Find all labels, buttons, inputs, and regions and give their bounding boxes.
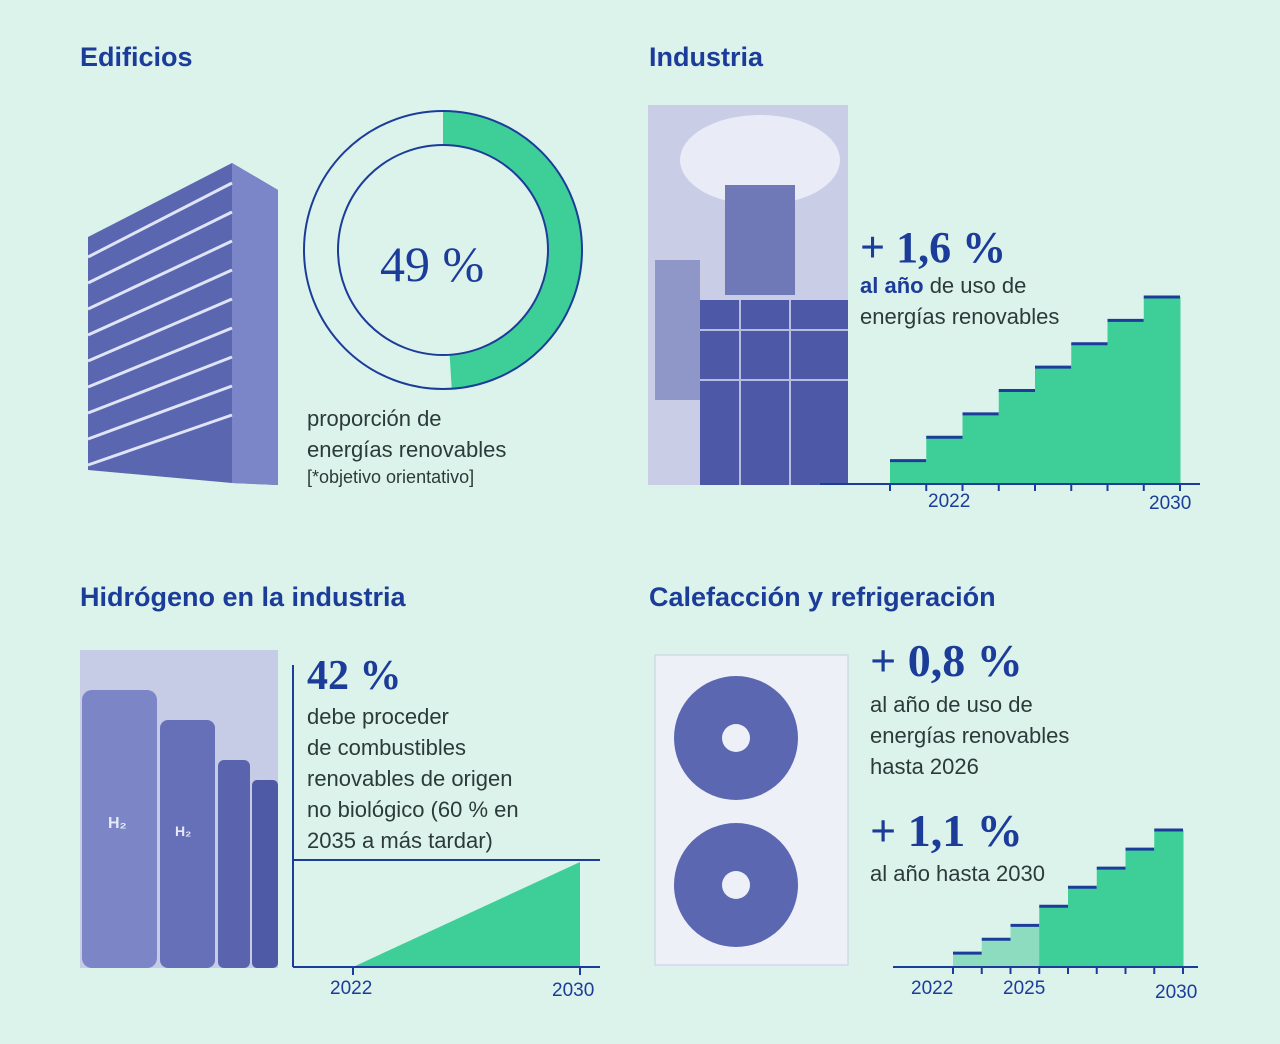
building-floor-line: [87, 210, 233, 285]
step-bar: [998, 390, 1036, 484]
step-bar: [926, 437, 963, 484]
step-bar: [1071, 343, 1108, 484]
industrial-chimney-photo: [648, 105, 848, 485]
building-floor-line: [87, 355, 233, 415]
step-bar: [981, 939, 1011, 967]
hidrogeno-text-line: de combustibles: [307, 735, 466, 760]
edificios-note: [*objetivo orientativo]: [307, 467, 475, 487]
step-bar: [1154, 830, 1184, 967]
heating-step-chart: [893, 828, 1198, 974]
calefaccion-tick-2025: 2025: [1003, 978, 1046, 999]
building-floor-line: [87, 413, 233, 467]
industria-value: + 1,6 %: [860, 223, 1007, 272]
building-floor-line: [87, 181, 233, 259]
step-bar: [962, 413, 1000, 484]
step-bar: [1096, 868, 1126, 967]
hidrogeno-text: debe proceder de combustibles renovables d…: [307, 701, 519, 856]
h2-label: H₂: [175, 823, 191, 839]
calefaccion-tick-2030: 2030: [1155, 982, 1198, 1003]
office-building-photo: [87, 163, 278, 485]
calefaccion-text-line: al año de uso de: [870, 692, 1033, 717]
edificios-value: 49 %: [380, 236, 485, 292]
step-bar: [1039, 906, 1069, 967]
edificios-title: Edificios: [80, 42, 193, 72]
calefaccion-text-line: energías renovables: [870, 723, 1070, 748]
calefaccion-tick-2022: 2022: [911, 978, 954, 999]
air-conditioner-unit-photo: [654, 654, 849, 966]
step-bar: [1068, 887, 1098, 967]
calefaccion-text-1: al año de uso de energías renovables hasta…: [870, 689, 1069, 782]
step-bar: [1107, 320, 1145, 484]
industria-tick-2030: 2030: [1149, 493, 1192, 514]
building-floor-line: [87, 384, 233, 441]
building-floor-line: [87, 297, 233, 363]
industria-caption-bold: al año: [860, 273, 924, 298]
hydrogen-tanks-photo: H₂ H₂: [80, 650, 278, 968]
industria-caption-rest: de uso de: [923, 273, 1027, 298]
building-floor-line: [87, 326, 233, 389]
industria-caption-2: energías renovables: [860, 304, 1060, 329]
industria-tick-2022: 2022: [928, 491, 971, 512]
donut-chart: [303, 110, 583, 390]
step-bar: [953, 953, 983, 967]
industry-step-chart: [820, 295, 1200, 491]
hidrogeno-text-line: debe proceder: [307, 704, 449, 729]
donut-slice-49: [443, 111, 583, 389]
hidrogeno-text-line: renovables de origen: [307, 766, 513, 791]
calefaccion-value-2: + 1,1 %: [870, 805, 1023, 856]
calefaccion-value-1: + 0,8 %: [870, 635, 1023, 686]
hidrogeno-text-line: 2035 a más tardar): [307, 828, 493, 853]
calefaccion-text-2: al año hasta 2030: [870, 861, 1045, 886]
h2-label: H₂: [108, 815, 127, 832]
step-bar: [1143, 297, 1181, 484]
calefaccion-text-line: hasta 2026: [870, 754, 979, 779]
step-bar: [1035, 367, 1072, 484]
calefaccion-title: Calefacción y refrigeración: [649, 582, 996, 612]
building-floor-line: [87, 239, 233, 311]
step-bar: [1010, 925, 1040, 967]
hidrogeno-value: 42 %: [307, 653, 402, 699]
industria-title: Industria: [649, 42, 764, 72]
hidrogeno-tick-2030: 2030: [552, 980, 595, 1001]
step-bar: [1125, 849, 1155, 967]
hydrogen-area: [353, 862, 580, 967]
hidrogeno-text-line: no biológico (60 % en: [307, 797, 519, 822]
edificios-caption-1: proporción de: [307, 406, 442, 431]
hidrogeno-title: Hidrógeno en la industria: [80, 582, 406, 612]
edificios-caption-2: energías renovables: [307, 437, 507, 462]
hydrogen-area-chart: [292, 665, 600, 975]
hidrogeno-tick-2022: 2022: [330, 978, 373, 999]
building-floor-line: [87, 268, 233, 337]
step-bar: [890, 460, 927, 484]
